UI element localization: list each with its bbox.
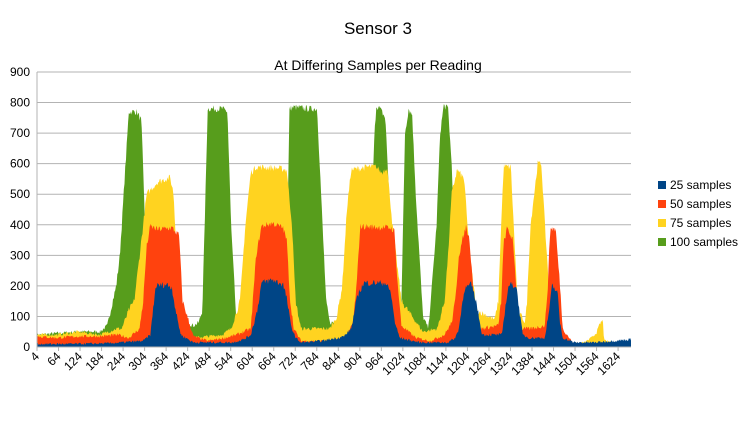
x-tick-label: 1024 [379,349,408,378]
x-tick-label: 1624 [594,349,623,378]
x-tick-label: 1264 [465,349,494,378]
y-tick-label: 0 [23,340,30,354]
legend: 25 samples 50 samples 75 samples 100 sample… [658,178,738,249]
x-tick-label: 1144 [423,349,451,377]
legend-swatch-100-samples [658,238,666,246]
y-tick-label: 200 [10,279,30,293]
x-tick-label: 1444 [530,349,559,378]
series-areas [37,104,631,347]
y-tick-label: 300 [10,248,30,262]
y-tick-label: 400 [10,218,30,232]
legend-swatch-25-samples [658,181,666,189]
x-tick-label: 4 [27,349,42,364]
series-area-25-samples [37,278,631,347]
chart-subtitle: At Differing Samples per Reading [274,57,482,73]
x-tick-label: 304 [126,349,150,373]
x-tick-label: 1204 [444,349,473,378]
x-tick-label: 424 [169,349,193,373]
y-tick-label: 100 [10,309,30,323]
x-tick-label: 64 [44,349,64,369]
x-tick-label: 724 [276,349,300,373]
legend-label-25-samples: 25 samples [670,178,731,192]
x-tick-label: 484 [190,349,214,373]
y-tick-label: 900 [10,65,30,79]
x-tick-label: 544 [212,349,236,373]
legend-swatch-75-samples [658,219,666,227]
legend-label-100-samples: 100 samples [670,235,738,249]
y-tick-label: 800 [10,96,30,110]
y-tick-label: 500 [10,187,30,201]
x-tick-labels: 4 641241842443043644244845446046647247848… [27,347,623,378]
x-tick-label: 1084 [401,349,430,378]
y-tick-label: 600 [10,157,30,171]
x-tick-label: 784 [298,349,322,373]
x-tick-label: 124 [61,349,85,373]
x-tick-label: 1324 [487,349,516,378]
x-tick-label: 1564 [573,349,602,378]
x-tick-label: 1384 [508,349,537,378]
legend-swatch-50-samples [658,200,666,208]
x-tick-label: 184 [83,349,107,373]
legend-label-50-samples: 50 samples [670,197,731,211]
x-tick-label: 364 [147,349,171,373]
series-area-50-samples [37,221,631,347]
y-tick-label: 700 [10,126,30,140]
legend-label-75-samples: 75 samples [670,216,731,230]
x-tick-label: 904 [341,349,365,373]
x-tick-label: 664 [255,349,279,373]
x-tick-label: 604 [233,349,257,373]
x-tick-label: 1504 [551,349,580,378]
chart-title: Sensor 3 [344,19,412,38]
x-tick-label: 244 [104,349,128,373]
x-tick-label: 844 [319,349,343,373]
y-tick-labels: 0 100 200 300 400 500 600 700 800 900 [10,65,30,354]
